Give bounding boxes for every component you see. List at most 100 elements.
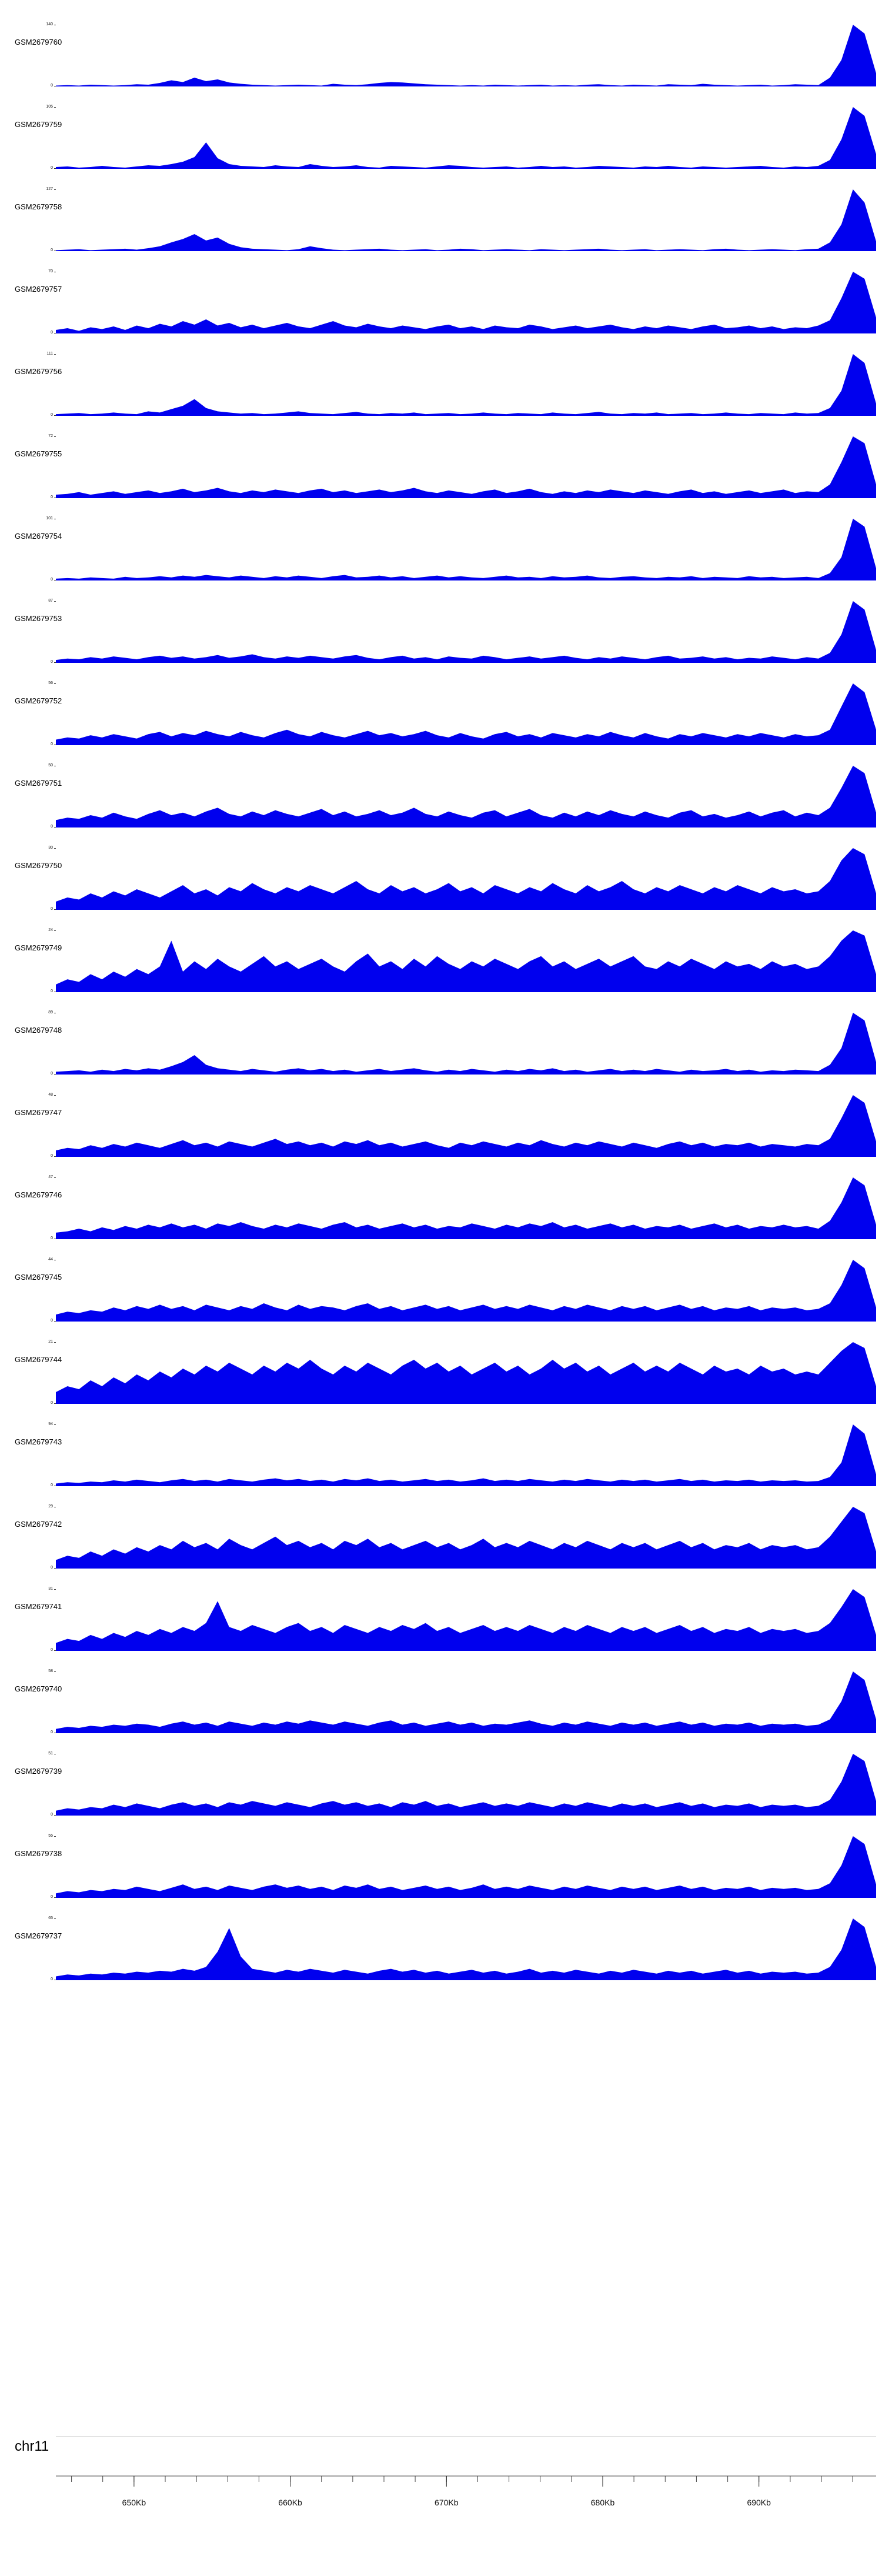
track-baseline-label: 0 <box>51 989 53 993</box>
signal-area-svg <box>56 1095 876 1157</box>
axis-tick-top <box>54 1836 56 1837</box>
track-ymax-label: 101 <box>46 516 53 520</box>
signal-polygon <box>56 1507 876 1569</box>
track-row: GSM2679743 94 0 <box>0 1404 882 1487</box>
track-row: GSM2679747 48 0 <box>0 1075 882 1158</box>
axis-tick-top <box>54 436 56 437</box>
track-baseline-label: 0 <box>51 1730 53 1734</box>
axis-tick-top <box>54 1671 56 1672</box>
track-plot <box>56 189 876 251</box>
track-label: GSM2679744 <box>15 1355 62 1364</box>
track-baseline-label: 0 <box>51 1566 53 1570</box>
signal-polygon <box>56 601 876 663</box>
signal-polygon <box>56 1095 876 1157</box>
track-ymax-label: 111 <box>46 352 53 356</box>
signal-area-svg <box>56 1671 876 1733</box>
axis-tick-bottom <box>54 1650 56 1651</box>
track-baseline-label: 0 <box>51 1813 53 1817</box>
track-label: GSM2679737 <box>15 1931 62 1940</box>
signal-area-svg <box>56 766 876 827</box>
signal-area-svg <box>56 1177 876 1239</box>
signal-polygon <box>56 683 876 745</box>
track-baseline-label: 0 <box>51 331 53 335</box>
signal-polygon <box>56 107 876 169</box>
track-plot <box>56 436 876 498</box>
track-row: GSM2679750 30 0 <box>0 828 882 911</box>
track-row: GSM2679740 58 0 <box>0 1651 882 1734</box>
track-list: GSM2679760 140 0 GSM2679759 105 0 GSM2679758 12… <box>0 5 882 1981</box>
track-plot <box>56 848 876 910</box>
signal-area-svg <box>56 683 876 745</box>
signal-area-svg <box>56 930 876 992</box>
track-label: GSM2679760 <box>15 38 62 46</box>
track-label: GSM2679756 <box>15 367 62 376</box>
signal-polygon <box>56 766 876 827</box>
track-row: GSM2679753 87 0 <box>0 581 882 664</box>
track-ymax-label: 140 <box>46 22 53 26</box>
track-baseline-label: 0 <box>51 1319 53 1323</box>
track-ymax-label: 44 <box>48 1257 53 1262</box>
track-row: GSM2679758 127 0 <box>0 169 882 252</box>
signal-polygon <box>56 848 876 910</box>
track-ymax-label: 56 <box>48 681 53 685</box>
track-plot <box>56 1013 876 1075</box>
signal-polygon <box>56 25 876 86</box>
track-ymax-label: 50 <box>48 763 53 768</box>
signal-polygon <box>56 1589 876 1651</box>
track-label: GSM2679758 <box>15 202 62 211</box>
track-row: GSM2679748 89 0 <box>0 993 882 1076</box>
track-plot <box>56 354 876 416</box>
axis-tick-bottom <box>54 1568 56 1569</box>
track-label: GSM2679749 <box>15 943 62 952</box>
track-plot <box>56 601 876 663</box>
signal-area-svg <box>56 189 876 251</box>
signal-area-svg <box>56 1260 876 1322</box>
track-ymax-label: 87 <box>48 599 53 603</box>
track-plot <box>56 1342 876 1404</box>
track-label: GSM2679752 <box>15 696 62 705</box>
track-row: GSM2679751 50 0 <box>0 746 882 829</box>
signal-area-svg <box>56 25 876 86</box>
signal-area-svg <box>56 1918 876 1980</box>
signal-area-svg <box>56 519 876 580</box>
axis-tick-top <box>54 1177 56 1178</box>
signal-area-svg <box>56 848 876 910</box>
track-label: GSM2679746 <box>15 1190 62 1199</box>
signal-area-svg <box>56 1424 876 1486</box>
axis-tick-top <box>54 930 56 931</box>
track-label: GSM2679745 <box>15 1273 62 1282</box>
signal-polygon <box>56 1424 876 1486</box>
signal-area-svg <box>56 601 876 663</box>
axis-tick-bottom <box>54 662 56 663</box>
signal-polygon <box>56 189 876 251</box>
track-plot <box>56 25 876 86</box>
track-row: GSM2679752 56 0 <box>0 663 882 746</box>
track-plot <box>56 683 876 745</box>
axis-tick-bottom <box>54 1403 56 1404</box>
track-ymax-label: 72 <box>48 434 53 438</box>
track-plot <box>56 1424 876 1486</box>
track-baseline-label: 0 <box>51 166 53 170</box>
track-label: GSM2679739 <box>15 1767 62 1776</box>
axis-tick-bottom <box>54 1815 56 1816</box>
track-ymax-label: 105 <box>46 105 53 109</box>
signal-area-svg <box>56 272 876 333</box>
signal-polygon <box>56 272 876 333</box>
track-plot <box>56 107 876 169</box>
axis-tick-top <box>54 1342 56 1343</box>
track-ymax-label: 29 <box>48 1504 53 1509</box>
ruler-tick-label: 690Kb <box>747 2498 771 2507</box>
track-ymax-label: 65 <box>48 1916 53 1920</box>
axis-tick-bottom <box>54 168 56 169</box>
signal-polygon <box>56 1918 876 1980</box>
track-baseline-label: 0 <box>51 1072 53 1076</box>
track-row: GSM2679759 105 0 <box>0 87 882 170</box>
track-ymax-label: 70 <box>48 269 53 273</box>
track-ymax-label: 55 <box>48 1834 53 1838</box>
track-baseline-label: 0 <box>51 907 53 911</box>
track-label: GSM2679742 <box>15 1520 62 1529</box>
track-row: GSM2679760 140 0 <box>0 5 882 88</box>
axis-tick-bottom <box>54 909 56 910</box>
axis-tick-top <box>54 601 56 602</box>
track-plot <box>56 1177 876 1239</box>
